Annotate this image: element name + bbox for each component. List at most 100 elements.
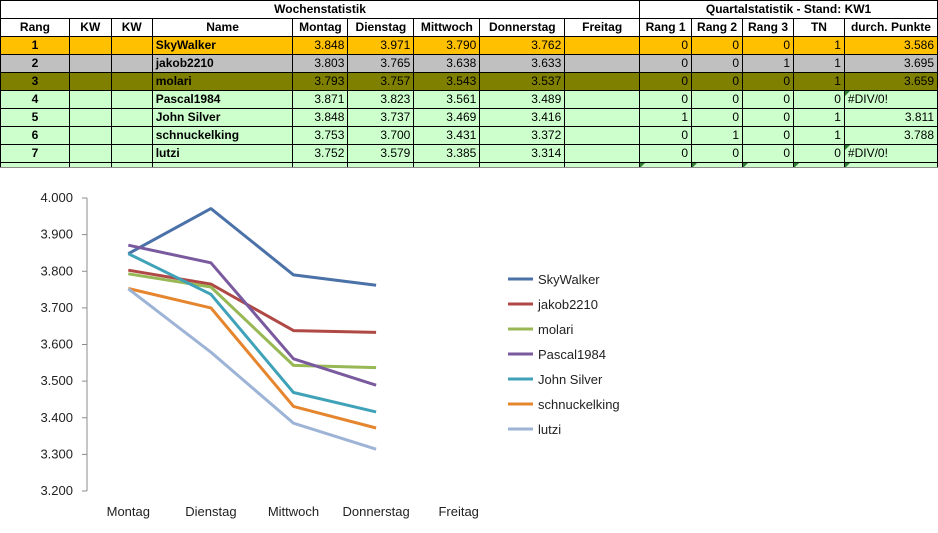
- tn-cell[interactable]: 1: [793, 108, 845, 127]
- mittwoch-cell[interactable]: 3.638: [413, 54, 481, 73]
- mittwoch-cell[interactable]: 3.790: [413, 36, 481, 55]
- col-header-kw-2[interactable]: KW: [110, 18, 153, 37]
- col-header-rang1[interactable]: Rang 1: [639, 18, 693, 37]
- col-header-rang3[interactable]: Rang 3: [742, 18, 795, 37]
- col-header-avg-points[interactable]: durch. Punkte: [843, 18, 938, 37]
- freitag-cell[interactable]: [564, 90, 641, 109]
- tn-cell[interactable]: 1: [793, 126, 845, 145]
- tn-cell[interactable]: 0: [793, 144, 845, 163]
- name-cell[interactable]: SkyWalker: [151, 36, 294, 55]
- donnerstag-cell[interactable]: 3.314: [479, 144, 566, 163]
- kw2-cell[interactable]: [110, 144, 153, 163]
- col-header-mittwoch[interactable]: Mittwoch: [413, 18, 481, 37]
- donnerstag-cell[interactable]: 3.416: [479, 108, 566, 127]
- kw1-cell[interactable]: [68, 72, 112, 91]
- mittwoch-cell[interactable]: 3.385: [413, 144, 481, 163]
- donnerstag-cell[interactable]: 3.537: [479, 72, 566, 91]
- mittwoch-cell[interactable]: 3.543: [413, 72, 481, 91]
- rang1-cell[interactable]: 0: [639, 72, 693, 91]
- rank-cell[interactable]: 3: [0, 72, 70, 91]
- montag-cell[interactable]: 3.871: [292, 90, 349, 109]
- name-cell[interactable]: molari: [151, 72, 294, 91]
- col-header-name[interactable]: Name: [151, 18, 294, 37]
- mittwoch-cell[interactable]: 3.561: [413, 90, 481, 109]
- rang3-cell[interactable]: 1: [742, 54, 795, 73]
- rang3-cell[interactable]: 0: [742, 90, 795, 109]
- rang1-cell[interactable]: 1: [639, 108, 693, 127]
- montag-cell[interactable]: 3.803: [292, 54, 349, 73]
- kw2-cell[interactable]: [110, 54, 153, 73]
- col-header-rang[interactable]: Rang: [0, 18, 70, 37]
- freitag-cell[interactable]: [564, 126, 641, 145]
- montag-cell[interactable]: 3.752: [292, 144, 349, 163]
- tn-cell[interactable]: 1: [793, 72, 845, 91]
- rank-cell[interactable]: 5: [0, 108, 70, 127]
- line-chart[interactable]: 4.000 3.900 3.800 3.700 3.600 3.500 3.400 3.300…: [0, 167, 938, 533]
- rang2-cell[interactable]: 0: [691, 36, 744, 55]
- mittwoch-cell[interactable]: 3.469: [413, 108, 481, 127]
- freitag-cell[interactable]: [564, 72, 641, 91]
- donnerstag-cell[interactable]: 3.372: [479, 126, 566, 145]
- kw1-cell[interactable]: [68, 144, 112, 163]
- kw2-cell[interactable]: [110, 90, 153, 109]
- avg-cell[interactable]: 3.659: [843, 72, 938, 91]
- rang1-cell[interactable]: 0: [639, 126, 693, 145]
- name-cell[interactable]: Pascal1984: [151, 90, 294, 109]
- mittwoch-cell[interactable]: 3.431: [413, 126, 481, 145]
- montag-cell[interactable]: 3.848: [292, 108, 349, 127]
- kw2-cell[interactable]: [110, 36, 153, 55]
- col-header-rang2[interactable]: Rang 2: [691, 18, 744, 37]
- avg-cell[interactable]: 3.811: [843, 108, 938, 127]
- rang3-cell[interactable]: 0: [742, 72, 795, 91]
- kw2-cell[interactable]: [110, 126, 153, 145]
- rang2-cell[interactable]: 0: [691, 54, 744, 73]
- freitag-cell[interactable]: [564, 36, 641, 55]
- rank-cell[interactable]: 1: [0, 36, 70, 55]
- dienstag-cell[interactable]: 3.579: [347, 144, 415, 163]
- rang1-cell[interactable]: 0: [639, 90, 693, 109]
- montag-cell[interactable]: 3.753: [292, 126, 349, 145]
- rank-cell[interactable]: 6: [0, 126, 70, 145]
- tn-cell[interactable]: 0: [793, 90, 845, 109]
- col-header-donnerstag[interactable]: Donnerstag: [479, 18, 566, 37]
- rang2-cell[interactable]: 0: [691, 72, 744, 91]
- avg-cell[interactable]: #DIV/0!: [843, 90, 938, 109]
- kw1-cell[interactable]: [68, 108, 112, 127]
- kw1-cell[interactable]: [68, 54, 112, 73]
- name-cell[interactable]: jakob2210: [151, 54, 294, 73]
- name-cell[interactable]: John Silver: [151, 108, 294, 127]
- rang2-cell[interactable]: 0: [691, 144, 744, 163]
- rang2-cell[interactable]: 1: [691, 126, 744, 145]
- kw1-cell[interactable]: [68, 36, 112, 55]
- freitag-cell[interactable]: [564, 108, 641, 127]
- rang3-cell[interactable]: 0: [742, 108, 795, 127]
- dienstag-cell[interactable]: 3.823: [347, 90, 415, 109]
- col-header-kw-1[interactable]: KW: [68, 18, 112, 37]
- rang2-cell[interactable]: 0: [691, 108, 744, 127]
- kw1-cell[interactable]: [68, 90, 112, 109]
- col-header-tn[interactable]: TN: [793, 18, 845, 37]
- dienstag-cell[interactable]: 3.700: [347, 126, 415, 145]
- avg-cell[interactable]: 3.586: [843, 36, 938, 55]
- donnerstag-cell[interactable]: 3.762: [479, 36, 566, 55]
- kw2-cell[interactable]: [110, 72, 153, 91]
- rang1-cell[interactable]: 0: [639, 54, 693, 73]
- name-cell[interactable]: schnuckelking: [151, 126, 294, 145]
- kw2-cell[interactable]: [110, 108, 153, 127]
- freitag-cell[interactable]: [564, 54, 641, 73]
- col-header-dienstag[interactable]: Dienstag: [347, 18, 415, 37]
- donnerstag-cell[interactable]: 3.489: [479, 90, 566, 109]
- col-header-montag[interactable]: Montag: [292, 18, 349, 37]
- dienstag-cell[interactable]: 3.971: [347, 36, 415, 55]
- dienstag-cell[interactable]: 3.737: [347, 108, 415, 127]
- rang1-cell[interactable]: 0: [639, 36, 693, 55]
- rang3-cell[interactable]: 0: [742, 126, 795, 145]
- rang3-cell[interactable]: 0: [742, 36, 795, 55]
- rang1-cell[interactable]: 0: [639, 144, 693, 163]
- avg-cell[interactable]: 3.788: [843, 126, 938, 145]
- montag-cell[interactable]: 3.793: [292, 72, 349, 91]
- avg-cell[interactable]: #DIV/0!: [843, 144, 938, 163]
- name-cell[interactable]: lutzi: [151, 144, 294, 163]
- rank-cell[interactable]: 7: [0, 144, 70, 163]
- montag-cell[interactable]: 3.848: [292, 36, 349, 55]
